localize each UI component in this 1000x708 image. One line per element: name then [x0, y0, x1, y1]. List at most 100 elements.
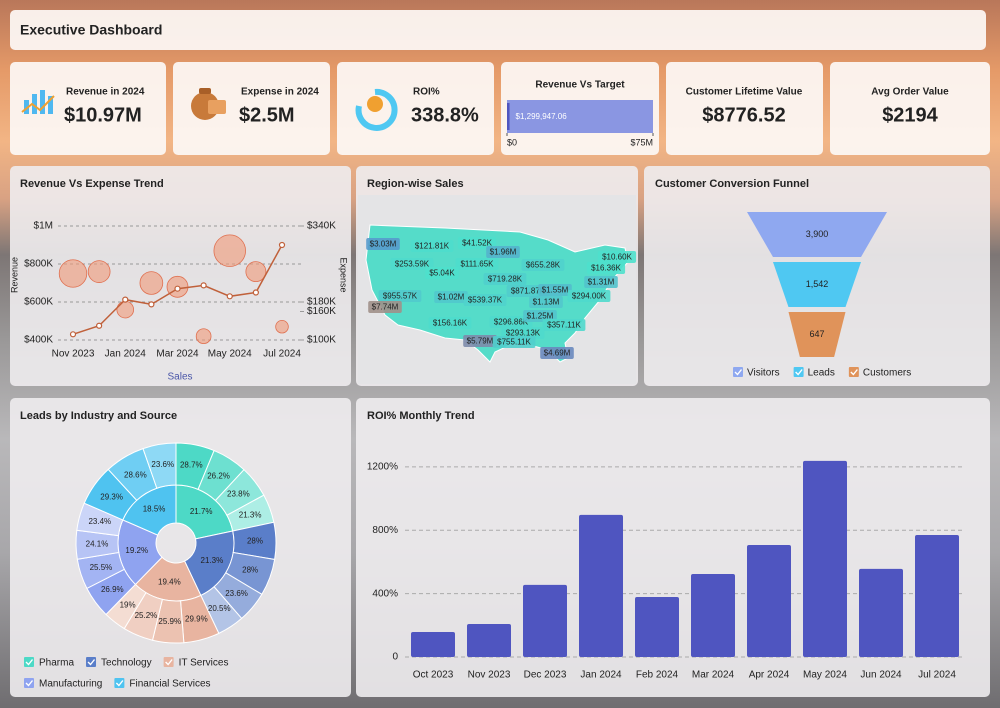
sunburst-inner-label: 21.7%: [190, 507, 213, 516]
bar: [915, 534, 959, 657]
x-tick-label: Nov 2023: [52, 349, 95, 360]
region-value-label: $539.37K: [468, 296, 503, 305]
y-tick-label: $600K: [24, 297, 53, 308]
legend-check: [165, 659, 173, 666]
sunburst-outer-label: 29.9%: [185, 614, 208, 623]
sunburst-outer-label: 28.6%: [124, 470, 147, 479]
region: [584, 276, 618, 288]
sunburst-inner-label: 18.5%: [143, 505, 166, 514]
legend-swatch: [24, 678, 34, 688]
kpi-value: 338.8%: [411, 104, 479, 126]
legend-label: Technology: [101, 658, 152, 669]
x-tick-label: Nov 2023: [468, 670, 511, 681]
region: [586, 262, 626, 274]
kpi-card: [173, 62, 330, 155]
legend-label: Visitors: [747, 368, 780, 379]
gauge-value-label: $1,299,947.06: [516, 112, 568, 121]
bubble: [245, 261, 267, 283]
y2-tick-label: $100K: [307, 335, 336, 346]
region-value-label: $755.11K: [497, 338, 531, 347]
region-value-label: $1.55M: [542, 286, 569, 295]
kpi-card: [830, 62, 990, 155]
x-tick-label: Jan 2024: [105, 349, 147, 360]
header-card: [10, 10, 986, 50]
region: [486, 246, 520, 258]
region-value-label: $357.11K: [547, 321, 581, 330]
panel: [10, 398, 351, 697]
region-value-label: $1.31M: [588, 278, 615, 287]
expense-icon: [191, 88, 226, 120]
region: [540, 347, 574, 359]
legend-swatch: [86, 657, 97, 667]
bar: [579, 514, 623, 657]
legend-check: [850, 369, 858, 376]
region: [542, 319, 586, 331]
region-value-label: $10.60K: [602, 253, 632, 262]
legend-swatch: [733, 367, 743, 377]
region: [366, 238, 400, 250]
tick-label: $0: [507, 137, 517, 147]
bubble: [116, 300, 135, 319]
line-point: [278, 241, 286, 249]
region: [492, 336, 536, 348]
region-value-label: $253.59K: [395, 260, 430, 269]
region-value-label: $293.13K: [506, 329, 541, 338]
funnel-value-label: 3,900: [806, 229, 829, 239]
line-point: [148, 301, 155, 308]
bubble: [275, 319, 289, 334]
bar: [803, 460, 847, 657]
region: [463, 294, 507, 306]
funnel-stage: [747, 212, 887, 257]
sunburst-outer-label: 23.6%: [225, 589, 248, 598]
gauge-bar: [507, 103, 510, 130]
region-value-label: $3.03M: [370, 240, 397, 249]
sunburst-outer-label: 28%: [242, 565, 258, 574]
region: [410, 240, 454, 252]
y2-tick-label: $180K: [307, 297, 336, 308]
sunburst-outer-label: 19%: [120, 601, 136, 610]
sunburst-outer-label: 20.5%: [208, 604, 231, 613]
region-value-label: $655.28K: [526, 261, 561, 270]
region-value-label: $955.57K: [383, 292, 418, 301]
y2-tick-label: $160K: [307, 306, 336, 317]
region: [434, 291, 468, 303]
legend-label: Manufacturing: [39, 679, 102, 690]
legend-label: Customers: [863, 368, 911, 379]
kpi-label: Revenue in 2024: [66, 87, 145, 98]
line-point: [226, 293, 233, 300]
sunburst-outer-label: 24.1%: [86, 540, 109, 549]
region: [455, 258, 499, 270]
region: [457, 237, 497, 249]
x-tick-label: Mar 2024: [692, 670, 735, 681]
x-tick-label: May 2024: [803, 670, 847, 681]
region: [489, 316, 533, 328]
legend-label: Leads: [808, 368, 835, 379]
chart-title: Revenue Vs Target: [535, 80, 625, 91]
region-value-label: $16.36K: [591, 264, 621, 273]
sunburst-inner-label: 19.2%: [125, 546, 148, 555]
sunburst-outer-label: 29.3%: [100, 492, 123, 501]
x-tick-label: Jan 2024: [580, 670, 622, 681]
x-tick-label: Jun 2024: [860, 670, 902, 681]
legend-check: [87, 659, 96, 666]
sunburst-inner-label: 21.3%: [201, 556, 224, 565]
bubble: [213, 234, 246, 267]
kpi-card: [337, 62, 494, 155]
chart-title: Customer Conversion Funnel: [655, 178, 809, 190]
region: [483, 273, 527, 285]
roi-icon: [355, 88, 398, 131]
x-tick-label: Apr 2024: [749, 670, 790, 681]
kpi-label: Customer Lifetime Value: [686, 87, 803, 98]
y-tick-label: $1M: [34, 221, 53, 232]
legend-swatch: [793, 367, 804, 377]
region-value-label: $294.00K: [572, 292, 607, 301]
region-value-label: $871.87K: [511, 287, 546, 296]
line-point: [252, 289, 259, 296]
y2-tick-label: $340K: [307, 221, 336, 232]
line-point: [69, 331, 77, 338]
sunburst-outer-label: 25.9%: [158, 617, 181, 626]
legend-label: Financial Services: [129, 679, 210, 690]
sunburst-inner-label: 19.4%: [158, 578, 181, 587]
bar: [747, 544, 791, 657]
sunburst-outer-label: 21.3%: [239, 511, 262, 520]
